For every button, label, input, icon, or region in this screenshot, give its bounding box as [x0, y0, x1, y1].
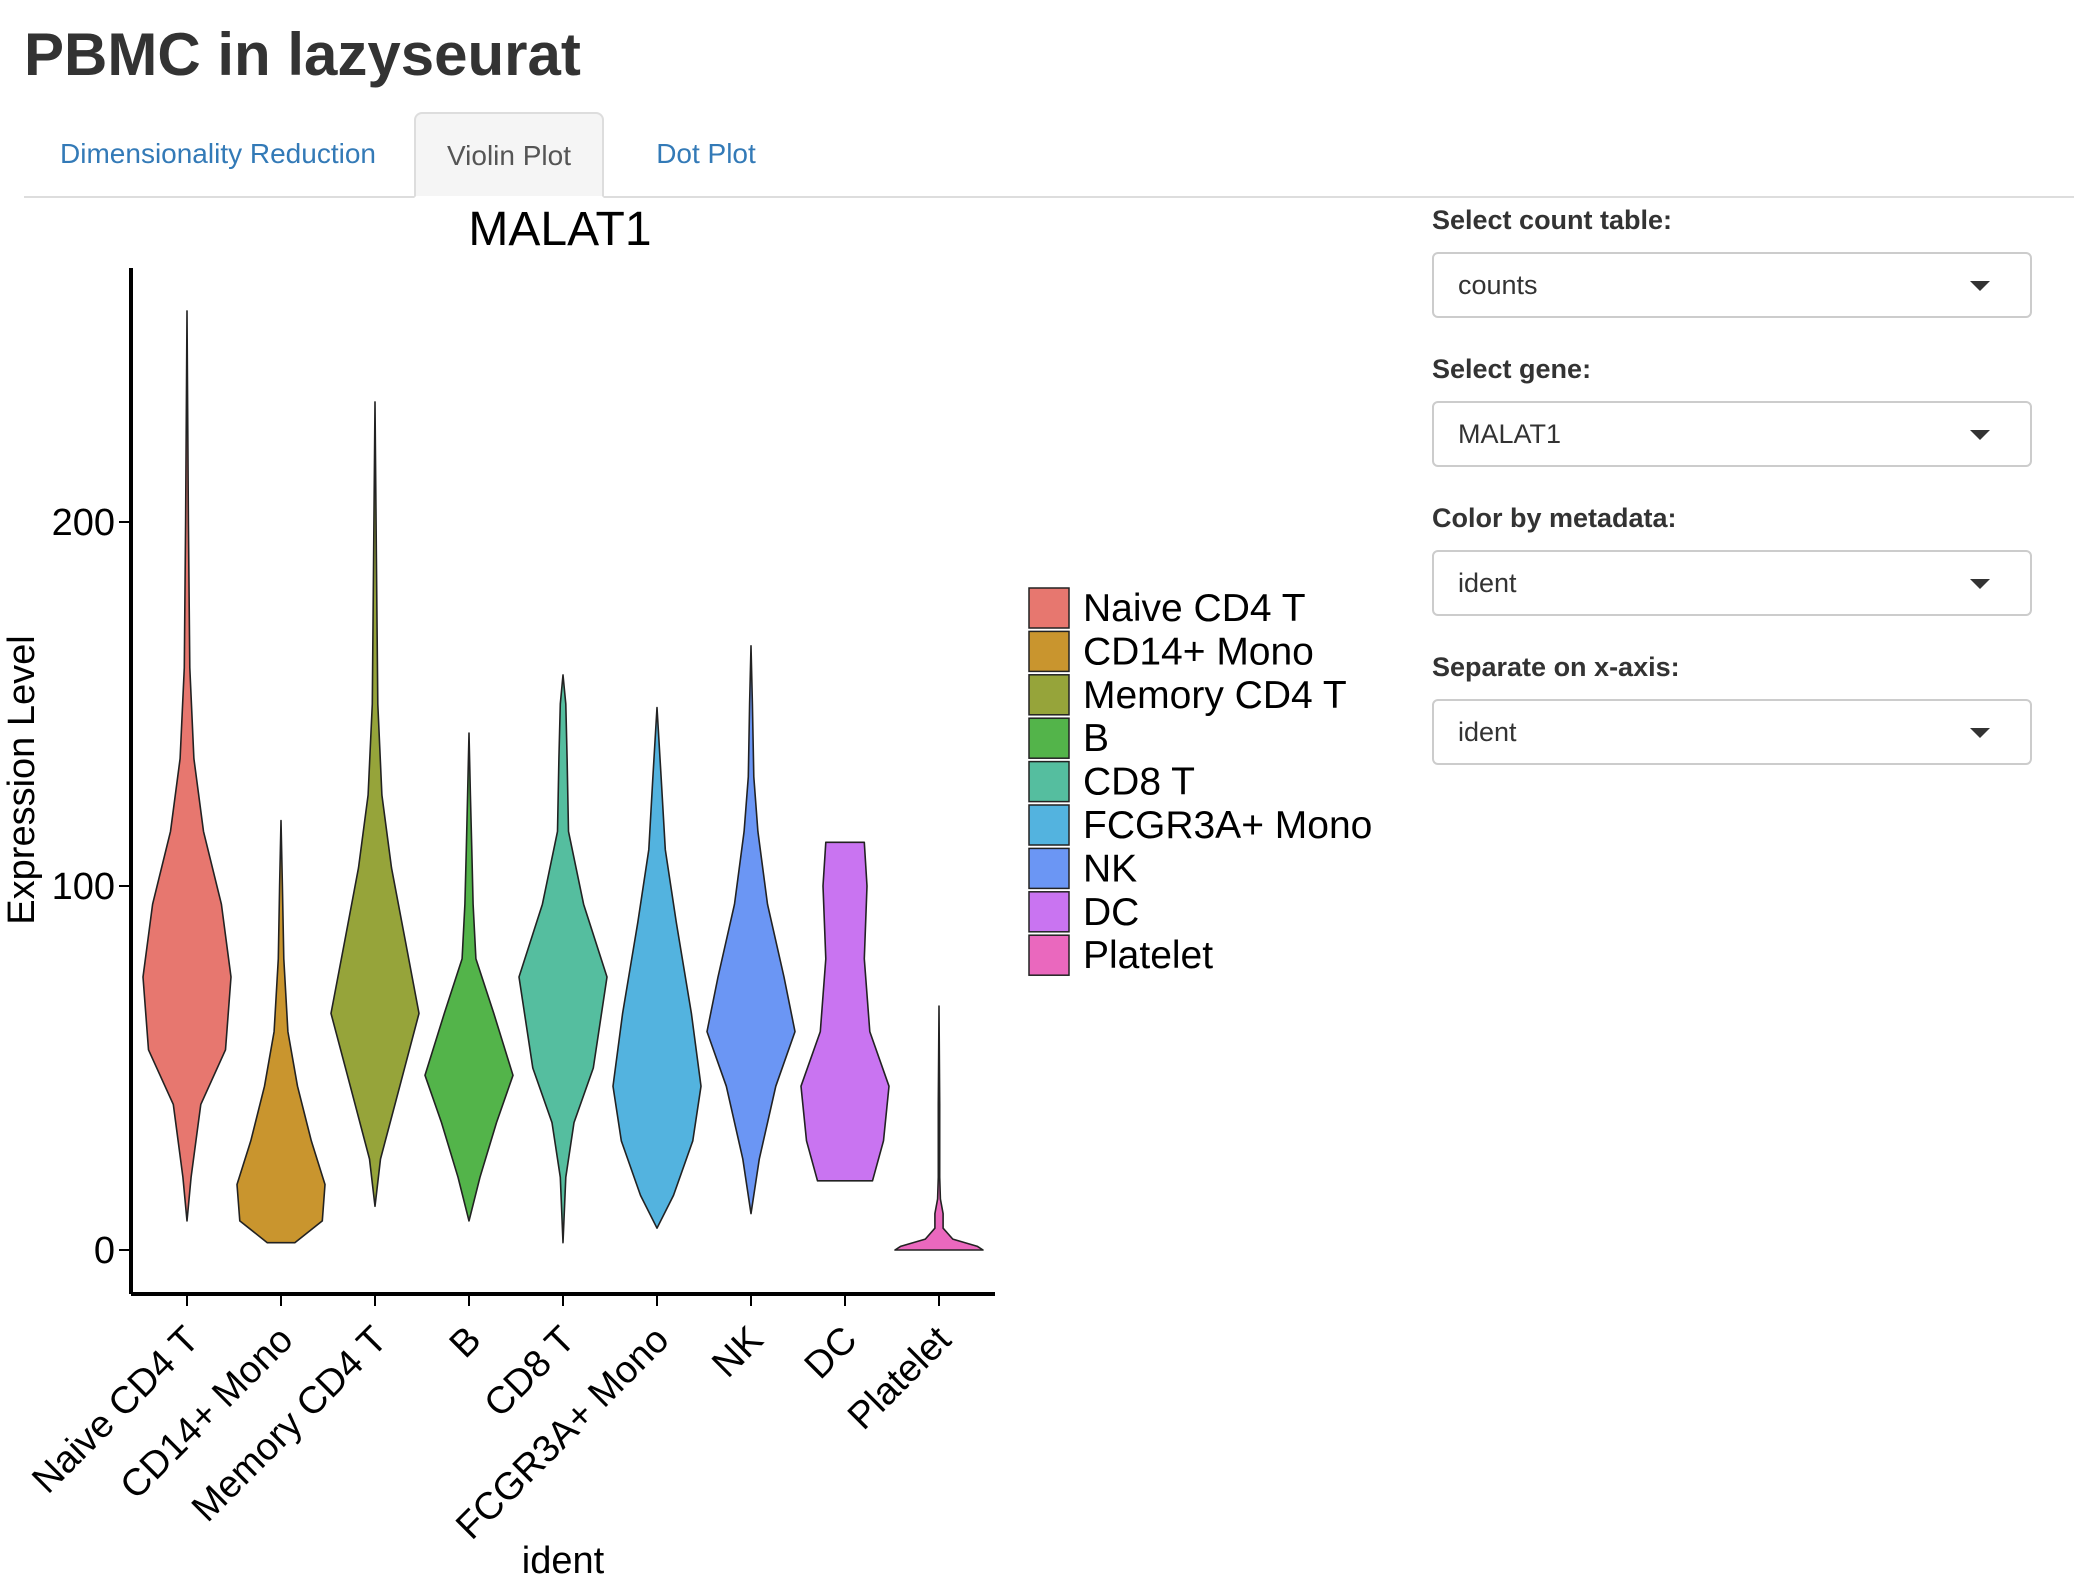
- legend-label: B: [1083, 717, 1109, 760]
- legend-label: DC: [1083, 891, 1139, 934]
- count-table-select[interactable]: counts: [1432, 252, 2032, 318]
- color-by-select[interactable]: ident: [1432, 550, 2032, 616]
- x-axis-label-text: Separate on x-axis:: [1432, 652, 1680, 682]
- app-title: PBMC in lazyseurat: [24, 21, 581, 88]
- gene-select[interactable]: MALAT1: [1432, 401, 2032, 467]
- violin-8: [800, 841, 890, 1182]
- y-axis-label: Expression Level: [1, 635, 43, 924]
- legend-swatch: [1028, 760, 1070, 803]
- x-axis-select[interactable]: ident: [1432, 699, 2032, 765]
- violin-7: [706, 645, 796, 1215]
- x-tick-label: DC: [797, 1319, 866, 1388]
- violin-3: [330, 401, 420, 1208]
- legend-label: Memory CD4 T: [1083, 674, 1347, 717]
- y-tick-label: 100: [52, 866, 115, 908]
- color-by-control: Color by metadata: ident: [1432, 500, 2036, 616]
- chevron-down-icon: [1970, 579, 1990, 589]
- legend-label: FCGR3A+ Mono: [1083, 804, 1372, 847]
- violin-group: [142, 310, 984, 1251]
- x-axis-control: Separate on x-axis: ident: [1432, 649, 2036, 765]
- legend-swatch: [1028, 717, 1070, 759]
- legend-label: Naive CD4 T: [1083, 587, 1306, 630]
- violin-1: [142, 310, 232, 1222]
- legend-label: CD14+ Mono: [1083, 630, 1314, 673]
- legend-swatch: [1028, 804, 1070, 846]
- legend-label: NK: [1083, 847, 1137, 890]
- x-axis-value: ident: [1458, 717, 1517, 747]
- chevron-down-icon: [1970, 281, 1990, 291]
- chevron-down-icon: [1970, 430, 1990, 440]
- chart-title: MALAT1: [468, 203, 651, 256]
- violin-4: [424, 732, 514, 1222]
- color-by-value: ident: [1458, 568, 1517, 598]
- x-axis-label: ident: [522, 1540, 605, 1582]
- gene-value: MALAT1: [1458, 419, 1562, 449]
- tab-dot-plot[interactable]: Dot Plot: [656, 138, 756, 169]
- violin-5: [518, 674, 608, 1244]
- y-tick-label: 0: [94, 1230, 115, 1272]
- color-by-label: Color by metadata:: [1432, 503, 1677, 533]
- legend-label: Platelet: [1083, 934, 1213, 977]
- gene-control: Select gene: MALAT1: [1432, 351, 2036, 467]
- x-tick-label: NK: [704, 1319, 771, 1386]
- legend-swatch: [1028, 587, 1070, 629]
- legend-swatch: [1028, 674, 1070, 716]
- y-tick-label: 200: [52, 502, 115, 544]
- gene-label: Select gene:: [1432, 354, 1592, 384]
- count-table-control: Select count table: counts: [1432, 202, 2036, 318]
- chevron-down-icon: [1970, 728, 1990, 738]
- legend-swatch: [1028, 934, 1070, 976]
- legend-label: CD8 T: [1083, 761, 1195, 804]
- tab-bar: Dimensionality Reduction Violin Plot Dot…: [24, 112, 2074, 198]
- violin-9: [894, 1005, 984, 1251]
- x-tick-label: Platelet: [840, 1318, 960, 1438]
- tab-violin-plot[interactable]: Violin Plot: [414, 112, 604, 198]
- count-table-label: Select count table:: [1432, 205, 1673, 235]
- violin-2: [236, 819, 326, 1244]
- legend-swatch: [1028, 630, 1070, 673]
- legend-swatch: [1028, 847, 1070, 890]
- x-tick-label: B: [442, 1319, 490, 1367]
- tab-dimensionality-reduction[interactable]: Dimensionality Reduction: [60, 138, 376, 169]
- legend-swatch: [1028, 891, 1070, 933]
- count-table-value: counts: [1458, 270, 1538, 300]
- violin-6: [612, 706, 702, 1229]
